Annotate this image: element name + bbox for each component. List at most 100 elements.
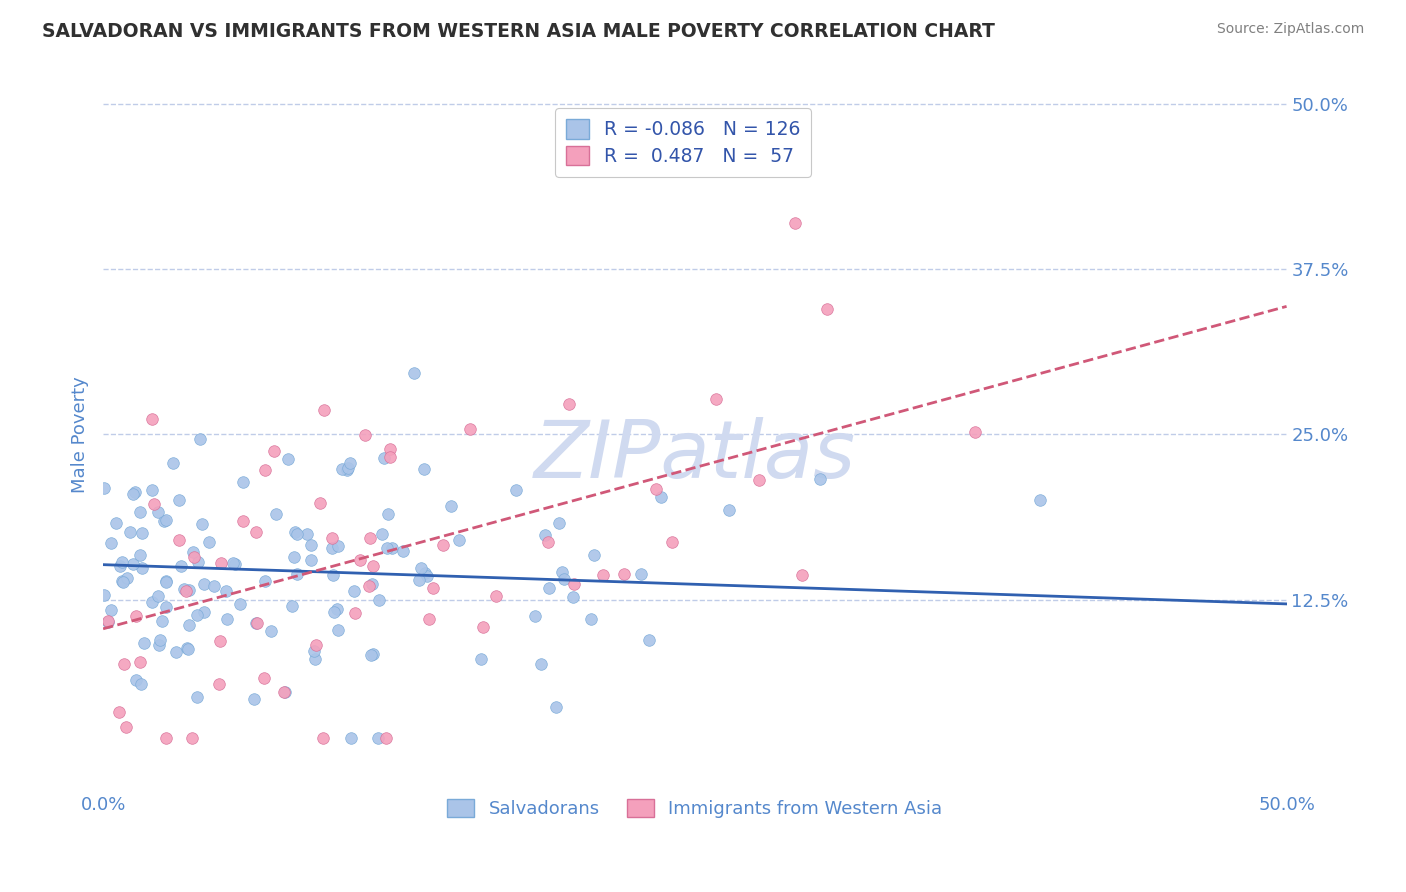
Y-axis label: Male Poverty: Male Poverty [72,376,89,492]
Point [336,461,359,475]
Point [551,566,574,580]
Point [153,514,176,528]
Point [174,583,197,598]
Point [150,614,173,628]
Point [323,605,346,619]
Point [304,644,326,658]
Point [202,579,225,593]
Point [229,597,252,611]
Point [263,444,285,458]
Point [283,550,305,565]
Point [562,577,585,591]
Point [176,642,198,657]
Point [645,482,668,496]
Point [169,559,191,574]
Text: Source: ZipAtlas.com: Source: ZipAtlas.com [1216,22,1364,37]
Point [343,583,366,598]
Point [285,567,308,582]
Point [793,156,815,170]
Point [371,527,394,541]
Point [274,685,297,699]
Point [155,574,177,589]
Point [122,557,145,571]
Point [326,601,349,615]
Point [422,581,444,595]
Point [155,731,177,746]
Point [439,499,461,513]
Point [131,561,153,575]
Point [299,538,322,552]
Text: ZIPatlas: ZIPatlas [534,417,856,495]
Point [415,566,437,581]
Point [361,558,384,573]
Point [273,685,295,699]
Point [413,462,436,476]
Point [381,541,404,556]
Point [115,571,138,585]
Point [343,606,366,620]
Point [377,507,399,521]
Point [277,452,299,467]
Point [124,484,146,499]
Point [222,556,245,570]
Point [97,615,120,629]
Point [321,531,343,545]
Point [128,548,150,562]
Point [224,557,246,571]
Point [330,462,353,476]
Point [354,428,377,442]
Point [748,473,770,487]
Point [630,566,652,581]
Point [638,632,661,647]
Point [231,515,253,529]
Point [132,635,155,649]
Point [328,623,350,637]
Point [264,508,287,522]
Point [176,640,198,655]
Point [186,690,208,704]
Point [432,538,454,552]
Point [359,531,381,545]
Point [93,588,115,602]
Point [367,731,389,746]
Point [148,505,170,519]
Point [415,569,437,583]
Point [505,483,527,497]
Point [326,539,349,553]
Point [122,487,145,501]
Point [179,583,201,598]
Point [232,475,254,490]
Point [360,648,382,662]
Point [418,612,440,626]
Point [704,392,727,407]
Point [375,731,398,746]
Point [110,555,132,569]
Point [260,624,283,638]
Text: SALVADORAN VS IMMIGRANTS FROM WESTERN ASIA MALE POVERTY CORRELATION CHART: SALVADORAN VS IMMIGRANTS FROM WESTERN AS… [42,22,995,41]
Point [592,568,614,582]
Point [783,216,806,230]
Point [108,558,131,573]
Point [155,599,177,614]
Point [808,472,831,486]
Point [378,442,401,457]
Point [141,483,163,497]
Point [408,573,430,587]
Point [131,525,153,540]
Point [661,535,683,549]
Point [339,731,361,746]
Point [193,577,215,591]
Point [125,608,148,623]
Point [253,462,276,476]
Point [548,516,571,531]
Point [183,549,205,564]
Point [299,553,322,567]
Point [188,432,211,446]
Point [214,584,236,599]
Point [449,533,471,548]
Point [179,618,201,632]
Point [186,607,208,622]
Point [243,692,266,706]
Point [149,632,172,647]
Point [129,655,152,669]
